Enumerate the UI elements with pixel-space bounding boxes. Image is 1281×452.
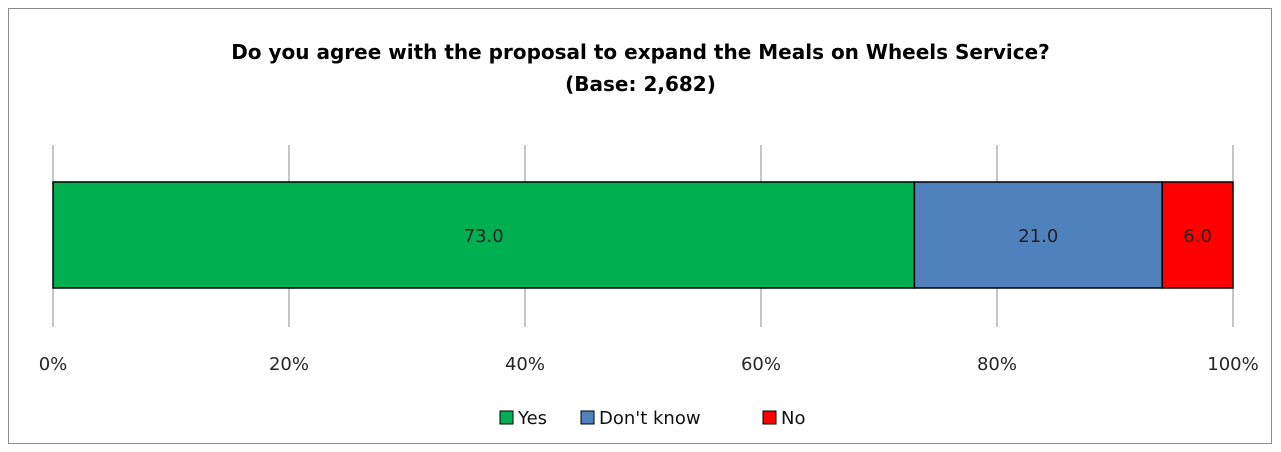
legend-swatch-no [762, 410, 777, 425]
data-label: 6.0 [1183, 226, 1212, 247]
data-label: 21.0 [1018, 226, 1058, 247]
bar-segments [52, 181, 1234, 289]
legend-label-no: No [781, 408, 805, 429]
x-tick-label: 40% [505, 354, 545, 375]
legend-label-don-t-know: Don't know [599, 408, 701, 429]
bar-segment-don-t-know [913, 181, 1163, 289]
x-axis-tick-labels: 0% 20% 40% 60% 80% 100% [39, 354, 1259, 375]
legend: Yes Don't know No [499, 408, 805, 429]
data-label: 73.0 [464, 226, 504, 247]
legend-label-yes: Yes [517, 408, 547, 429]
x-tick-label: 60% [741, 354, 781, 375]
data-labels: 73.0 21.0 6.0 [464, 226, 1212, 247]
legend-swatch-don-t-know [580, 410, 595, 425]
bar-segment-no [1161, 181, 1234, 289]
x-tick-label: 20% [269, 354, 309, 375]
x-tick-label: 0% [39, 354, 68, 375]
x-tick-label: 80% [977, 354, 1017, 375]
legend-swatch-yes [499, 410, 514, 425]
bar-segment-yes [52, 181, 916, 289]
x-tick-label: 100% [1207, 354, 1258, 375]
chart-title: Do you agree with the proposal to expand… [231, 40, 1050, 64]
chart-title-block: Do you agree with the proposal to expand… [0, 36, 1281, 100]
chart-subtitle: (Base: 2,682) [565, 72, 716, 96]
